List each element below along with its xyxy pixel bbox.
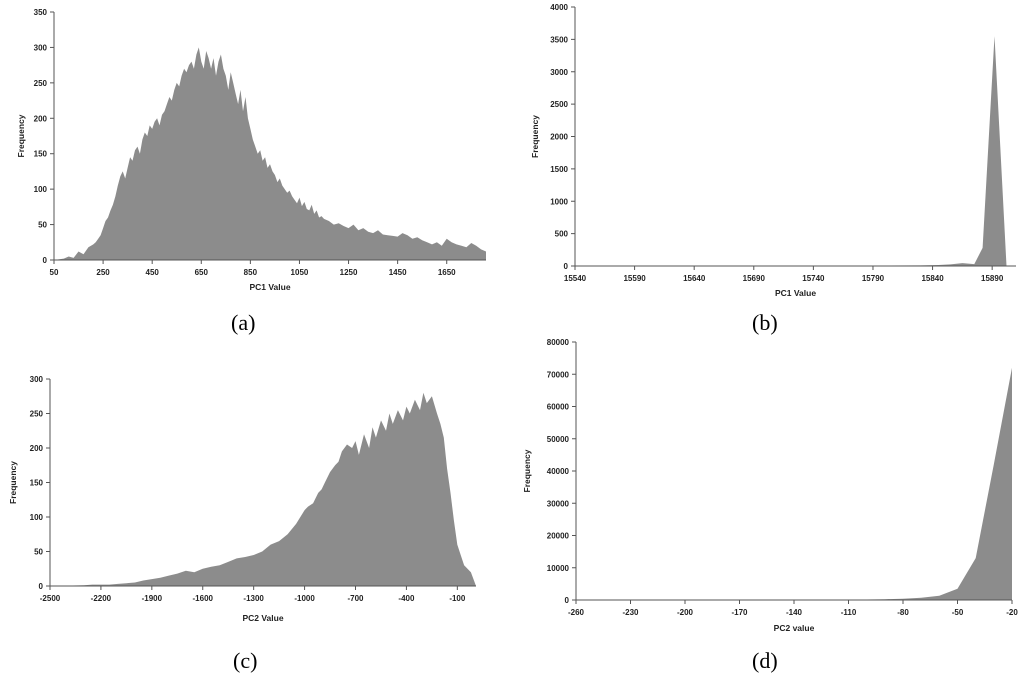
x-tick-label-b: 15790 — [862, 274, 885, 283]
y-tick-label-d: 80000 — [547, 338, 570, 347]
x-tick-label-d: -200 — [677, 608, 694, 617]
y-tick-label-a: 150 — [34, 150, 48, 159]
y-tick-label-a: 50 — [38, 221, 47, 230]
y-tick-label-d: 70000 — [547, 370, 570, 379]
x-tick-label-b: 15640 — [683, 274, 706, 283]
x-tick-label-c: -1300 — [243, 594, 264, 603]
y-tick-label-d: 20000 — [547, 532, 570, 541]
panel-label-b: (b) — [752, 310, 778, 335]
x-tick-label-b: 15890 — [981, 274, 1004, 283]
x-tick-label-b: 15690 — [743, 274, 766, 283]
x-tick-label-a: 650 — [195, 268, 209, 277]
area-series-c-0 — [50, 392, 476, 586]
x-axis-label-c: PC2 Value — [242, 613, 283, 623]
y-tick-label-c: 250 — [30, 410, 44, 419]
x-tick-label-a: 1650 — [438, 268, 456, 277]
area-series-d-0 — [576, 367, 1012, 600]
x-tick-label-d: -230 — [622, 608, 639, 617]
y-tick-label-d: 50000 — [547, 435, 570, 444]
x-tick-label-c: -400 — [398, 594, 415, 603]
y-axis-label-a: Frequency — [16, 114, 26, 157]
x-tick-label-d: -140 — [786, 608, 803, 617]
x-tick-label-b: 15590 — [623, 274, 646, 283]
panel-b: 0 500 1000 1500 2000 2500 3000 3500 4000 15540 155… — [530, 3, 1016, 298]
y-tick-label-b: 3500 — [550, 35, 568, 44]
x-tick-label-c: -700 — [347, 594, 364, 603]
y-tick-label-c: 300 — [30, 375, 44, 384]
y-tick-label-a: 0 — [43, 256, 48, 265]
y-tick-label-b: 1000 — [550, 197, 568, 206]
x-tick-label-d: -170 — [731, 608, 748, 617]
y-tick-label-b: 500 — [555, 230, 569, 239]
y-tick-label-a: 100 — [34, 185, 48, 194]
x-axis-label-a: PC1 Value — [249, 282, 290, 292]
x-tick-label-d: -260 — [568, 608, 585, 617]
y-tick-label-a: 300 — [34, 43, 48, 52]
panel-d: 0 10000 20000 30000 40000 50000 60000 70000 8000… — [522, 338, 1018, 633]
y-tick-label-a: 200 — [34, 114, 48, 123]
panel-label-a: (a) — [231, 310, 256, 335]
y-tick-label-a: 250 — [34, 79, 48, 88]
y-tick-label-c: 100 — [30, 513, 44, 522]
y-tick-label-b: 2500 — [550, 100, 568, 109]
x-tick-label-a: 1250 — [340, 268, 358, 277]
x-axis-label-d: PC2 value — [774, 623, 815, 633]
y-tick-label-b: 3000 — [550, 68, 568, 77]
panel-label-d: (d) — [752, 648, 778, 673]
area-series-b-0 — [575, 36, 1010, 266]
y-tick-label-b: 0 — [564, 262, 569, 271]
y-tick-label-c: 0 — [39, 582, 44, 591]
y-tick-label-c: 50 — [34, 548, 43, 557]
x-tick-label-a: 1050 — [291, 268, 309, 277]
panel-c: 0 50 100 150 200 250 300 -2500 -2200 -1900 -1600 -1… — [8, 375, 476, 623]
y-tick-label-d: 40000 — [547, 467, 570, 476]
y-axis-label-c: Frequency — [8, 461, 18, 504]
y-tick-label-b: 1500 — [550, 165, 568, 174]
x-tick-label-d: -110 — [841, 608, 857, 617]
x-tick-label-a: 50 — [50, 268, 59, 277]
y-tick-label-d: 60000 — [547, 403, 570, 412]
x-tick-label-c: -100 — [449, 594, 466, 603]
x-tick-label-b: 15540 — [564, 274, 587, 283]
x-tick-label-a: 850 — [244, 268, 258, 277]
x-tick-label-c: -2500 — [40, 594, 61, 603]
x-tick-label-a: 450 — [146, 268, 160, 277]
x-tick-label-d: -80 — [897, 608, 909, 617]
y-axis-label-d: Frequency — [522, 449, 532, 492]
y-axis-label-b: Frequency — [530, 115, 540, 158]
x-tick-label-c: -1000 — [294, 594, 315, 603]
y-tick-label-b: 4000 — [550, 3, 568, 12]
x-tick-label-d: -20 — [1006, 608, 1018, 617]
x-tick-label-c: -1900 — [142, 594, 163, 603]
y-tick-label-d: 0 — [565, 596, 570, 605]
y-tick-label-c: 200 — [30, 444, 44, 453]
x-tick-label-a: 1450 — [389, 268, 407, 277]
y-tick-label-d: 30000 — [547, 499, 570, 508]
x-tick-label-c: -2200 — [91, 594, 112, 603]
x-tick-label-b: 15740 — [802, 274, 825, 283]
x-tick-label-a: 250 — [96, 268, 110, 277]
panel-label-c: (c) — [233, 648, 258, 673]
y-tick-label-b: 2000 — [550, 133, 568, 142]
area-series-a-0 — [54, 47, 486, 261]
x-tick-label-d: -50 — [952, 608, 964, 617]
x-tick-label-b: 15840 — [921, 274, 944, 283]
y-tick-label-c: 150 — [30, 479, 44, 488]
y-tick-label-d: 10000 — [547, 564, 570, 573]
y-tick-label-a: 350 — [34, 8, 48, 17]
x-axis-label-b: PC1 Value — [775, 288, 816, 298]
x-tick-label-c: -1600 — [193, 594, 214, 603]
